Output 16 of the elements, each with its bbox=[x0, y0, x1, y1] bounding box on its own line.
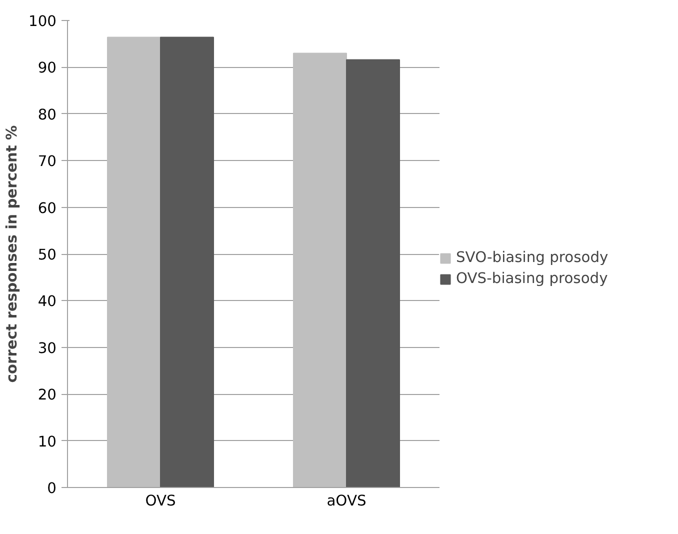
y-tick-label: 0 bbox=[47, 480, 57, 497]
y-tick-label: 80 bbox=[38, 106, 57, 124]
y-tick-label: 60 bbox=[38, 200, 57, 217]
y-tick-label: 30 bbox=[38, 340, 57, 357]
legend-label: OVS-biasing prosody bbox=[456, 270, 608, 287]
y-tick-label: 90 bbox=[38, 60, 57, 77]
y-tick-label: 40 bbox=[38, 293, 57, 310]
x-tick-label: OVS bbox=[145, 492, 176, 510]
y-axis-title: correct responses in percent % bbox=[4, 124, 21, 383]
x-tick-label: aOVS bbox=[326, 492, 366, 510]
y-tick-label: 10 bbox=[38, 433, 57, 450]
y-tick-label: 50 bbox=[38, 246, 57, 264]
y-tick-label: 70 bbox=[38, 153, 57, 170]
y-tick-label: 100 bbox=[28, 13, 57, 30]
y-tick-label: 20 bbox=[38, 386, 57, 404]
legend-label: SVO-biasing prosody bbox=[456, 249, 608, 266]
